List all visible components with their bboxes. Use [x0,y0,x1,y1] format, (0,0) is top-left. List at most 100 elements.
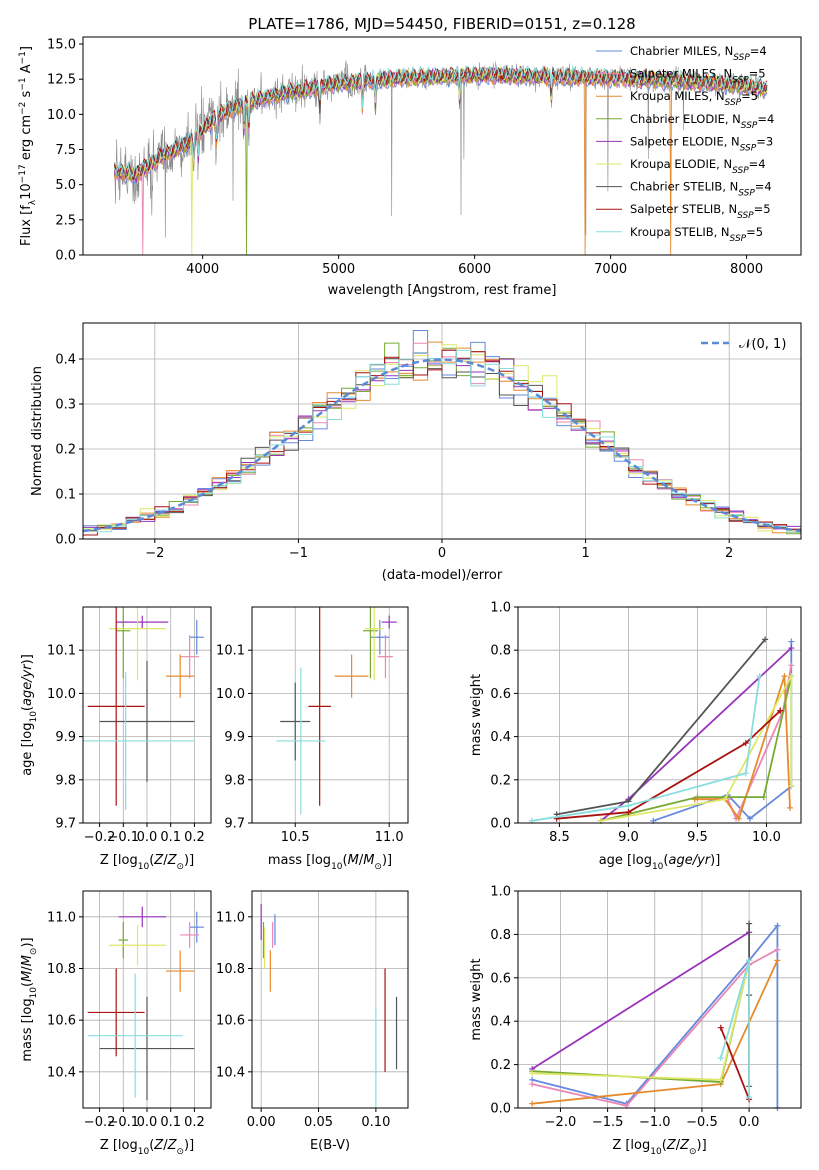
weight-point-marker [625,802,632,809]
weight-point-marker [735,815,742,822]
weight_vs_Z-xtick-label: −1.5 [592,1115,624,1130]
weight_vs_Z-ytick-label: 0.6 [490,971,511,986]
weight-point-marker [722,796,729,803]
legend-label: Chabrier STELIB, NSSP=4 [630,180,772,199]
weight_vs_Z-ytick-label: 0.2 [490,1058,511,1073]
mass-vs-EBV-xlabel: E(B-V) [310,1138,350,1153]
weight-line-kroupa-stelib [531,675,761,822]
age_vs_mass-ytick-label: 9.7 [224,817,245,832]
legend-label: Salpeter MILES, NSSP=5 [630,67,766,86]
model-fit-line-kroupa-stelib [113,64,768,180]
weight-point-marker [717,1024,724,1031]
weight_vs_Z-ylabel: mass weight [469,958,484,1040]
spectrum-ytick-label: 7.5 [55,143,76,158]
weight_vs_age-ytick-label: 0.2 [490,773,511,788]
weight_vs_Z-ytick-label: 1.0 [490,885,511,900]
mass-vs-Z-ylabel: mass [log10(M/M⊙)] [20,937,39,1061]
mass_vs_EBV-ytick-label: 10.6 [216,1014,245,1029]
age_vs_Z-ytick-label: 10.0 [47,687,76,702]
weight_vs_age-ytick-label: 0.8 [490,644,511,659]
weight-line-salpeter-elodie [600,647,792,822]
spectrum-xtick-label: 5000 [322,262,355,277]
spectrum-ytick-label: 0.0 [55,249,76,264]
age-vs-Z-ylabel: age [log10(age/yr)] [20,654,39,776]
weight-point-marker [717,1055,724,1062]
weight-line-salpeter-stelib [556,710,781,820]
spectrum-ylabel: Flux [fλ10−17 erg cm−2 s−1 A−1] [18,46,38,246]
figure-title: PLATE=1786, MJD=54450, FIBERID=0151, z=0… [248,15,635,33]
weight_vs_Z-ytick-label: 0.0 [490,1102,511,1117]
weight-line-kroupa-elodie [600,675,793,822]
legend-label-normal: 𝒩(0, 1) [739,337,786,352]
weight_vs_age-ytick-label: 1.0 [490,601,511,616]
weight_vs_Z-xtick-label: −0.5 [686,1115,718,1130]
weight-point-marker [529,1081,536,1088]
weight_vs_Z-xtick-label: 0.0 [739,1115,760,1130]
weight-point-marker [746,1094,753,1101]
legend-label: Chabrier ELODIE, NSSP=4 [630,112,774,131]
age_vs_mass-ytick-label: 9.8 [224,773,245,788]
weight-point-marker [774,946,781,953]
weight-point-marker [742,770,749,777]
age_vs_mass-xtick-label: 10.5 [281,830,310,845]
mass_vs_Z-xtick-label: −0.2 [84,1115,116,1130]
weight-point-marker [717,1076,724,1083]
legend-label: Salpeter STELIB, NSSP=5 [630,202,771,221]
weight-point-marker [746,815,753,822]
weight-line-chabrier-stelib [556,638,766,816]
weight-point-marker [788,638,795,645]
age_vs_Z-ytick-label: 9.9 [55,730,76,745]
spectrum-xtick-label: 6000 [458,262,491,277]
weight-vs-age-xlabel: age [log10(age/yr)] [599,853,721,872]
mass_vs_Z-ytick-label: 10.8 [47,962,76,977]
age_vs_mass-xtick-label: 11.0 [375,830,404,845]
weight-point-marker [788,645,795,652]
legend-label: Kroupa STELIB, NSSP=5 [630,225,763,244]
weight_vs_age-xtick-label: 8.5 [549,830,570,845]
mass_vs_EBV-axes-frame [251,890,409,1109]
mass_vs_EBV-ytick-label: 10.8 [216,962,245,977]
residuals-xtick-label: −2 [145,546,164,561]
mass_vs_EBV-xtick-label: 0.10 [361,1115,390,1130]
legend-label: Chabrier MILES, NSSP=4 [630,44,767,63]
weight-vs-Z-xlabel: Z [log10(Z/Z⊙)] [612,1138,706,1157]
weight_vs_Z-axes-frame [517,890,802,1109]
mass_vs_Z-ytick-label: 10.4 [47,1065,76,1080]
spectrum-ytick-label: 2.5 [55,213,76,228]
residuals-ytick-label: 0.0 [55,533,76,548]
residuals-ytick-label: 0.3 [55,398,76,413]
residuals-ytick-label: 0.1 [55,488,76,503]
residuals-xlabel: (data-model)/error [382,568,503,583]
age_vs_Z-xtick-label: 0.1 [160,830,181,845]
weight-point-marker [774,957,781,964]
weight-point-marker [742,740,749,747]
age_vs_mass-axes-frame [251,606,409,824]
mass_vs_Z-xtick-label: −0.1 [108,1115,140,1130]
mass_vs_EBV-xtick-label: 0.00 [247,1115,276,1130]
age_vs_Z-xtick-label: −0.1 [108,830,140,845]
spectrum-ytick-label: 12.5 [47,73,76,88]
age_vs_mass-ytick-label: 10.1 [216,644,245,659]
weight-point-marker [774,922,781,929]
legend-label: Kroupa ELODIE, NSSP=4 [630,157,766,176]
weight-point-marker [694,794,701,801]
age-vs-Z-xlabel: Z [log10(Z/Z⊙)] [100,853,194,872]
spectrum-xtick-label: 7000 [594,262,627,277]
weight-point-marker [756,673,763,680]
residuals-ytick-label: 0.2 [55,443,76,458]
age_vs_Z-xtick-label: −0.2 [84,830,116,845]
weight_vs_age-ytick-label: 0.6 [490,687,511,702]
weight-line-chabrier-elodie [600,675,793,822]
weight_vs_age-ytick-label: 0.0 [490,817,511,832]
weight_vs_Z-ytick-label: 0.8 [490,928,511,943]
age_vs_Z-xtick-label: 0.2 [184,830,205,845]
weight_vs_age-axes-frame [517,606,802,824]
age_vs_Z-xtick-label: 0.0 [137,830,158,845]
weight-line-salpeter-elodie [531,931,750,1070]
weight-line-salpeter-miles [531,948,778,1107]
spectrum-xtick-label: 8000 [730,262,763,277]
weight_vs_age-xtick-label: 9.5 [687,830,708,845]
residual-histogram-kroupa-stelib [83,349,801,533]
weight-point-marker [786,804,793,811]
age_vs_Z-ytick-label: 10.1 [47,644,76,659]
